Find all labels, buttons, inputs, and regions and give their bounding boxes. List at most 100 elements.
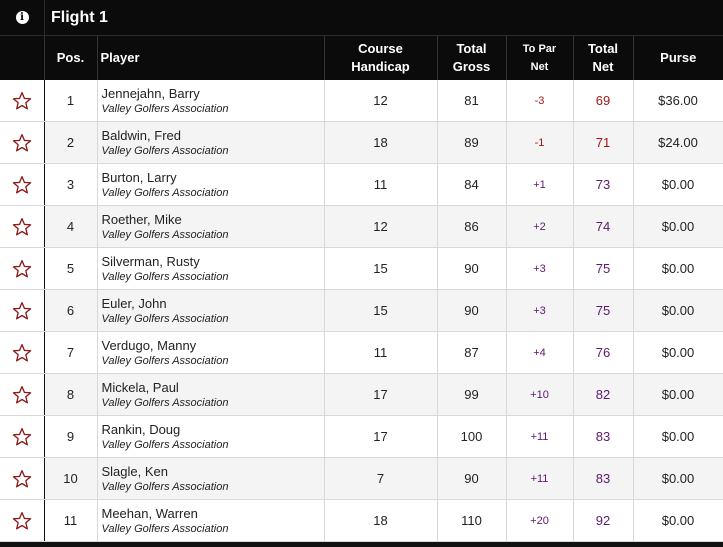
header-total-net[interactable]: Total Net [573,36,634,80]
table-row[interactable]: 5 Silverman, Rusty Valley Golfers Associat… [0,247,723,290]
player-club: Valley Golfers Association [101,522,229,535]
table-row[interactable]: 9 Rankin, Doug Valley Golfers Association 1… [0,415,723,458]
to-par-net-cell: +20 [506,499,574,542]
header-purse[interactable]: Purse [633,36,723,80]
total-net-cell: 75 [573,289,634,332]
favorite-button[interactable] [0,373,45,416]
favorite-button[interactable] [0,289,45,332]
header-course-handicap[interactable]: Course Handicap [324,36,438,80]
table-row[interactable]: 8 Mickela, Paul Valley Golfers Association… [0,373,723,416]
table-bottom-border [0,543,723,547]
to-par-net-cell: -3 [506,80,574,122]
favorite-button[interactable] [0,415,45,458]
course-handicap-cell: 15 [324,247,438,290]
position-cell: 10 [44,457,98,500]
course-handicap-cell: 12 [324,80,438,122]
player-name[interactable]: Slagle, Ken [101,463,169,479]
total-net-cell: 82 [573,373,634,416]
player-club: Valley Golfers Association [101,396,229,409]
info-button[interactable]: i [0,0,45,35]
total-gross-cell: 90 [437,457,507,500]
player-cell[interactable]: Meehan, Warren Valley Golfers Association [97,499,325,542]
purse-cell: $0.00 [633,331,723,374]
header-pos[interactable]: Pos. [44,36,98,80]
header-total-gross[interactable]: Total Gross [437,36,507,80]
star-icon [12,301,32,319]
position-cell: 8 [44,373,98,416]
player-name[interactable]: Roether, Mike [101,211,182,227]
to-par-net-cell: +11 [506,415,574,458]
player-cell[interactable]: Euler, John Valley Golfers Association [97,289,325,332]
player-club: Valley Golfers Association [101,354,229,367]
player-name[interactable]: Mickela, Paul [101,379,179,395]
total-gross-cell: 87 [437,331,507,374]
position-cell: 4 [44,205,98,248]
course-handicap-cell: 7 [324,457,438,500]
favorite-button[interactable] [0,163,45,206]
table-row[interactable]: 4 Roether, Mike Valley Golfers Association… [0,205,723,248]
player-name[interactable]: Meehan, Warren [101,505,198,521]
position-cell: 7 [44,331,98,374]
purse-cell: $0.00 [633,373,723,416]
total-net-cell: 73 [573,163,634,206]
info-icon: i [15,11,29,24]
purse-cell: $24.00 [633,121,723,164]
favorite-button[interactable] [0,80,45,122]
player-cell[interactable]: Rankin, Doug Valley Golfers Association [97,415,325,458]
position-cell: 3 [44,163,98,206]
player-club: Valley Golfers Association [101,144,229,157]
player-cell[interactable]: Baldwin, Fred Valley Golfers Association [97,121,325,164]
header-to-par-net[interactable]: To Par Net [506,36,574,80]
player-cell[interactable]: Jennejahn, Barry Valley Golfers Associati… [97,80,325,122]
favorite-button[interactable] [0,331,45,374]
player-club: Valley Golfers Association [101,186,229,199]
course-handicap-cell: 15 [324,289,438,332]
table-row[interactable]: 6 Euler, John Valley Golfers Association 15… [0,289,723,332]
player-club: Valley Golfers Association [101,438,229,451]
favorite-button[interactable] [0,457,45,500]
table-row[interactable]: 10 Slagle, Ken Valley Golfers Association 7… [0,457,723,500]
position-cell: 11 [44,499,98,542]
total-gross-cell: 90 [437,289,507,332]
to-par-net-cell: +3 [506,247,574,290]
player-cell[interactable]: Roether, Mike Valley Golfers Association [97,205,325,248]
favorite-button[interactable] [0,499,45,542]
player-club: Valley Golfers Association [101,228,229,241]
player-cell[interactable]: Silverman, Rusty Valley Golfers Associati… [97,247,325,290]
table-row[interactable]: 1 Jennejahn, Barry Valley Golfers Associat… [0,80,723,122]
course-handicap-cell: 17 [324,373,438,416]
star-icon [12,469,32,487]
total-net-cell: 71 [573,121,634,164]
total-net-cell: 74 [573,205,634,248]
table-row[interactable]: 3 Burton, Larry Valley Golfers Association… [0,163,723,206]
header-player[interactable]: Player [97,36,325,80]
favorite-button[interactable] [0,121,45,164]
player-name[interactable]: Silverman, Rusty [101,253,200,269]
purse-cell: $0.00 [633,247,723,290]
player-cell[interactable]: Verdugo, Manny Valley Golfers Association [97,331,325,374]
table-header-row: Pos. Player Course Handicap Total Gross To… [0,36,723,80]
to-par-net-cell: +10 [506,373,574,416]
star-icon [12,427,32,445]
table-row[interactable]: 2 Baldwin, Fred Valley Golfers Association… [0,121,723,164]
player-cell[interactable]: Slagle, Ken Valley Golfers Association [97,457,325,500]
total-net-cell: 92 [573,499,634,542]
player-cell[interactable]: Mickela, Paul Valley Golfers Association [97,373,325,416]
star-icon [12,217,32,235]
to-par-net-cell: +3 [506,289,574,332]
player-club: Valley Golfers Association [101,270,229,283]
player-name[interactable]: Jennejahn, Barry [101,85,200,101]
player-name[interactable]: Baldwin, Fred [101,127,181,143]
favorite-button[interactable] [0,205,45,248]
player-name[interactable]: Burton, Larry [101,169,177,185]
table-row[interactable]: 11 Meehan, Warren Valley Golfers Associati… [0,499,723,542]
player-name[interactable]: Verdugo, Manny [101,337,197,353]
player-name[interactable]: Euler, John [101,295,167,311]
to-par-net-cell: +1 [506,163,574,206]
table-row[interactable]: 7 Verdugo, Manny Valley Golfers Associatio… [0,331,723,374]
player-cell[interactable]: Burton, Larry Valley Golfers Association [97,163,325,206]
total-gross-cell: 90 [437,247,507,290]
favorite-button[interactable] [0,247,45,290]
to-par-net-cell: +2 [506,205,574,248]
player-name[interactable]: Rankin, Doug [101,421,181,437]
